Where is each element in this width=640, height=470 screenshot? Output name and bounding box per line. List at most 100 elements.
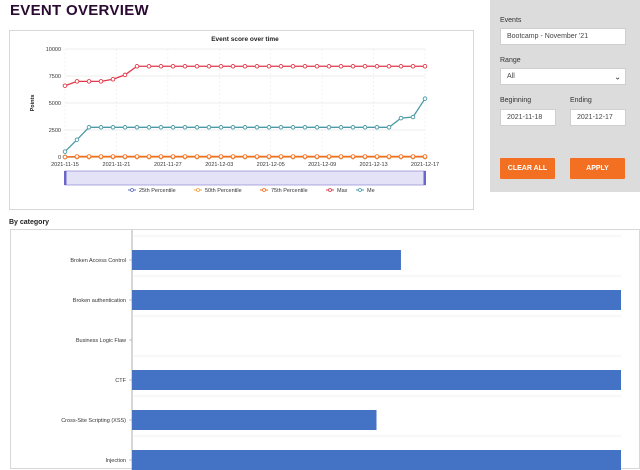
- x-tick-label: 2021-11-15: [51, 162, 79, 168]
- category-label: Cross-Site Scripting (XSS): [61, 418, 126, 424]
- data-point: [122, 125, 128, 130]
- events-input[interactable]: Bootcamp - November '21: [500, 28, 626, 45]
- data-point: [254, 154, 260, 159]
- data-point: [266, 125, 272, 130]
- data-point: [326, 125, 332, 130]
- chevron-down-icon: ⌄: [614, 72, 621, 81]
- data-point: [338, 154, 344, 159]
- data-point: [230, 64, 236, 69]
- data-point: [218, 64, 224, 69]
- data-point: [422, 154, 428, 159]
- beginning-value: 2021-11-18: [507, 114, 543, 121]
- data-point: [62, 154, 68, 160]
- x-tick-label: 2021-12-09: [308, 162, 336, 168]
- legend-label: 50th Percentile: [205, 188, 242, 194]
- range-select[interactable]: All ⌄: [500, 68, 626, 85]
- beginning-date-input[interactable]: 2021-11-18: [500, 109, 556, 126]
- data-point: [182, 154, 188, 159]
- data-point: [242, 125, 248, 130]
- legend-marker: [196, 188, 200, 192]
- zoom-slider-handle-right: [423, 171, 426, 185]
- data-point: [338, 125, 344, 130]
- data-point: [314, 154, 320, 159]
- data-point: [338, 64, 344, 69]
- by-category-title: By category: [9, 219, 50, 226]
- data-point: [278, 64, 284, 69]
- data-point: [122, 154, 128, 159]
- data-point: [194, 64, 200, 69]
- data-point: [290, 64, 296, 69]
- y-axis-label: Points: [30, 95, 36, 112]
- data-point: [170, 64, 176, 69]
- data-point: [290, 154, 296, 159]
- category-label: Broken Access Control: [70, 258, 126, 264]
- data-point: [326, 154, 332, 159]
- range-label: Range: [500, 57, 521, 64]
- filter-panel: Events Bootcamp - November '21 Range All…: [490, 0, 640, 192]
- data-point: [422, 64, 428, 69]
- data-point: [410, 64, 416, 69]
- data-point: [398, 64, 404, 69]
- data-point: [290, 125, 296, 130]
- category-bar: [132, 250, 401, 270]
- events-value: Bootcamp - November '21: [507, 33, 589, 40]
- category-label: Broken authentication: [73, 298, 126, 304]
- legend-marker: [130, 188, 134, 192]
- zoom-slider-handle-left: [64, 171, 67, 185]
- ending-date-input[interactable]: 2021-12-17: [570, 109, 626, 126]
- data-point: [86, 79, 92, 84]
- legend-label: Me: [367, 188, 375, 194]
- data-point: [146, 64, 152, 69]
- data-point: [374, 64, 380, 69]
- clear-all-button[interactable]: CLEAR ALL: [500, 158, 555, 179]
- data-point: [362, 64, 368, 69]
- category-chart-panel: Broken Access Control Broken authenticati…: [10, 229, 640, 470]
- legend-marker: [328, 188, 332, 192]
- data-point: [158, 64, 164, 69]
- y-tick-label: 5000: [49, 101, 61, 107]
- data-point: [242, 64, 248, 69]
- data-point: [398, 115, 404, 121]
- data-point: [134, 64, 140, 69]
- data-point: [386, 125, 392, 130]
- data-point: [410, 114, 416, 120]
- x-tick-label: 2021-11-27: [154, 162, 182, 168]
- data-point: [122, 72, 128, 78]
- ending-value: 2021-12-17: [577, 114, 613, 121]
- data-point: [362, 125, 368, 130]
- apply-button[interactable]: APPLY: [570, 158, 625, 179]
- data-point: [398, 154, 404, 159]
- category-bar: [132, 450, 621, 470]
- score-line-chart: Event score over time 0 2500 5000 7500 10000 2…: [30, 36, 439, 194]
- data-point: [182, 125, 188, 130]
- data-point: [266, 64, 272, 69]
- data-point: [110, 125, 116, 130]
- category-label: Injection: [106, 458, 127, 464]
- data-point: [302, 154, 308, 159]
- data-point: [110, 76, 116, 82]
- data-point: [410, 154, 416, 159]
- page-title: EVENT OVERVIEW: [10, 2, 149, 19]
- legend-label: Max: [337, 188, 348, 194]
- data-point: [134, 154, 140, 159]
- data-point: [302, 125, 308, 130]
- data-point: [98, 154, 104, 159]
- data-point: [278, 154, 284, 159]
- category-bar: [132, 370, 621, 390]
- data-point: [146, 125, 152, 130]
- ending-label: Ending: [570, 97, 592, 104]
- data-point: [86, 154, 92, 159]
- x-tick-label: 2021-12-13: [360, 162, 388, 168]
- y-tick-label: 0: [58, 155, 61, 161]
- data-point: [350, 64, 356, 69]
- data-point: [182, 64, 188, 69]
- category-label: CTF: [115, 378, 126, 384]
- data-point: [134, 125, 140, 130]
- x-tick-label: 2021-12-05: [257, 162, 285, 168]
- data-point: [266, 154, 272, 159]
- data-point: [242, 154, 248, 159]
- y-tick-label: 2500: [49, 128, 61, 134]
- data-point: [230, 125, 236, 130]
- x-tick-label: 2021-12-03: [205, 162, 233, 168]
- data-point: [206, 154, 212, 159]
